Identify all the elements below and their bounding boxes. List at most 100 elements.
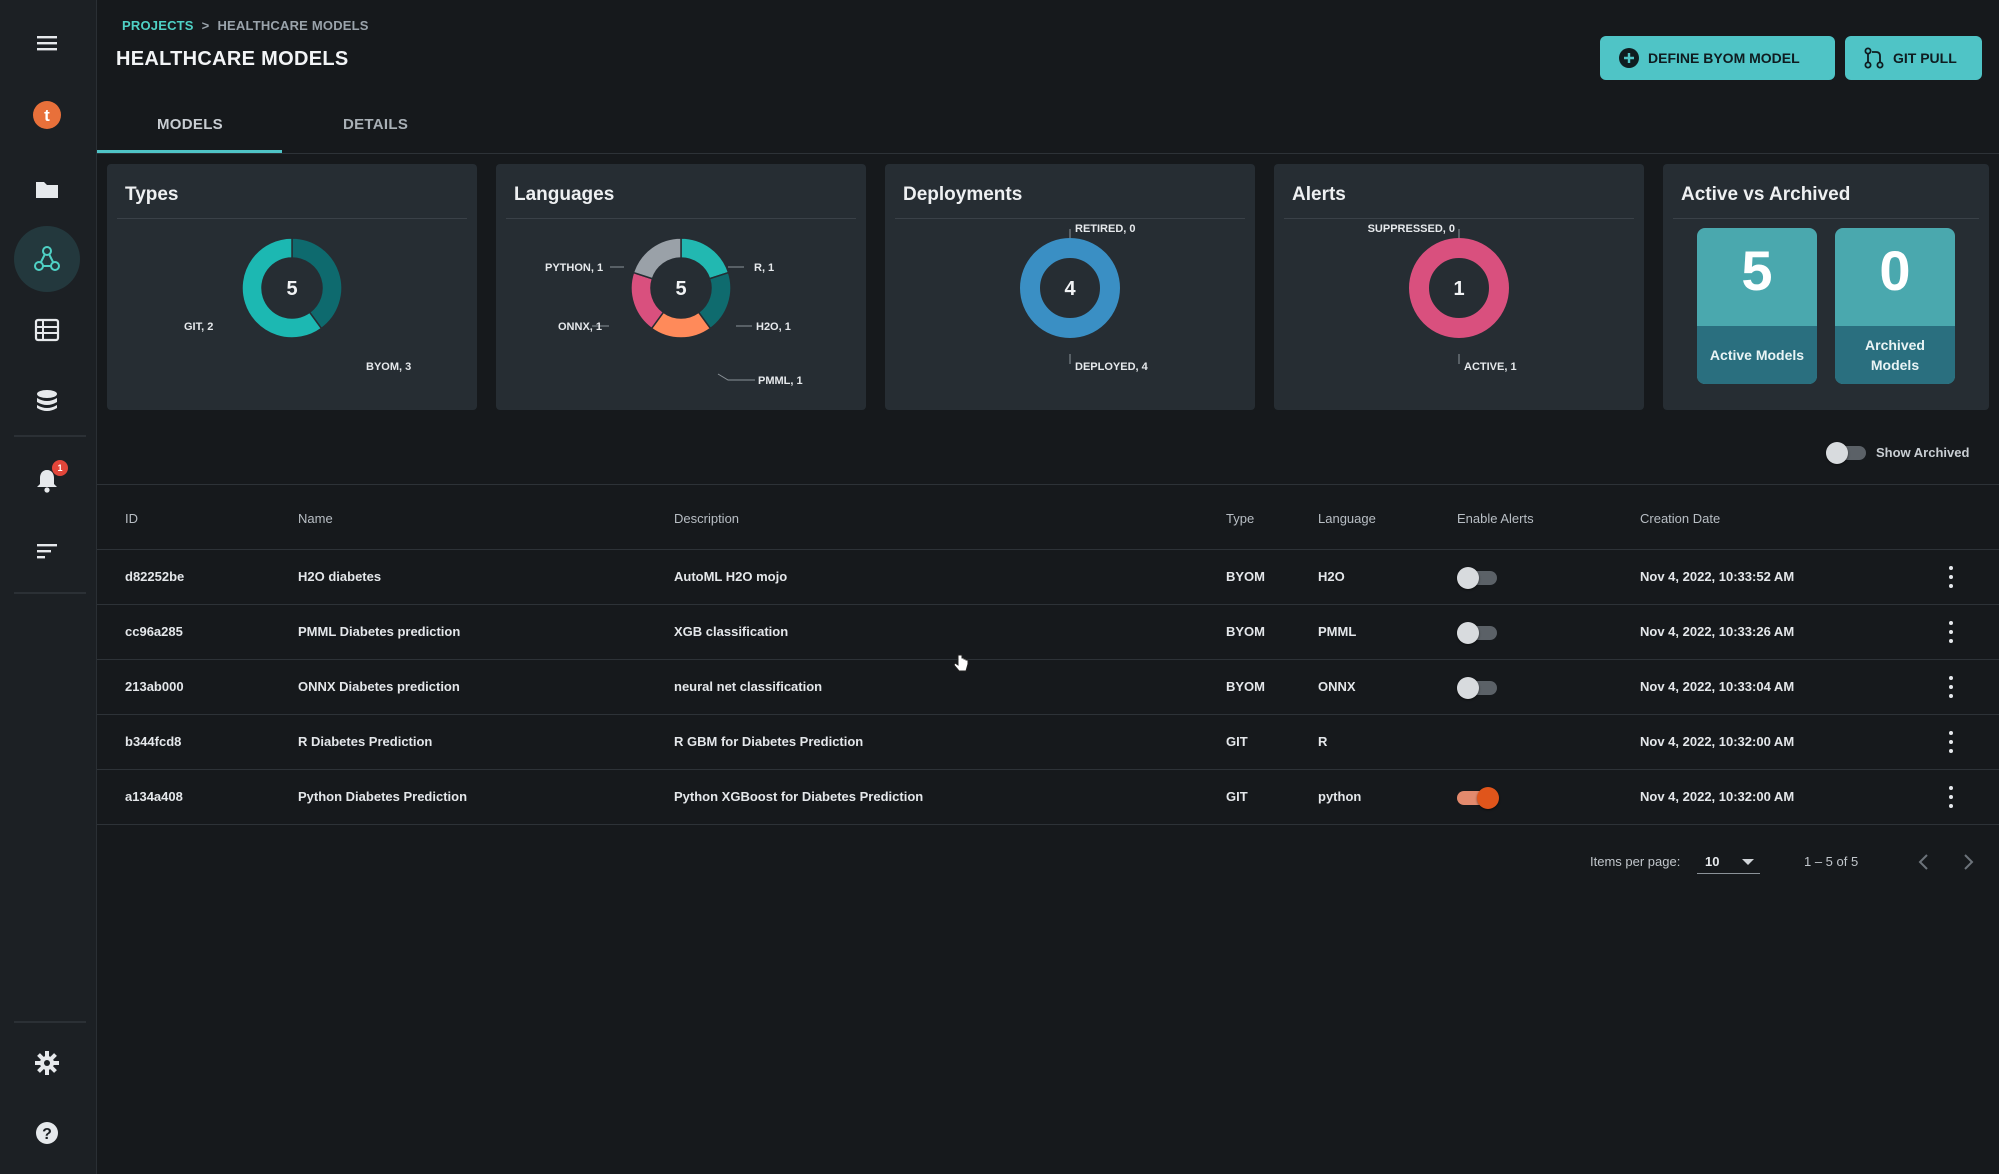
next-page-icon[interactable]	[1956, 850, 1980, 874]
enable-alerts-toggle[interactable]	[1457, 622, 1497, 644]
types-label-git: GIT, 2	[184, 321, 213, 333]
languages-card-title: Languages	[514, 184, 615, 205]
table-row[interactable]: 213ab000 ONNX Diabetes prediction neural…	[97, 660, 1999, 715]
active-models-stat[interactable]: 5 Active Models	[1697, 228, 1817, 384]
active-models-label: Active Models	[1697, 326, 1817, 384]
row-menu-icon[interactable]	[1945, 786, 1957, 808]
languages-label-onnx: ONNX, 1	[558, 321, 602, 333]
languages-label-h2o: H2O, 1	[756, 321, 791, 333]
donut-slice-byom[interactable]	[241, 237, 323, 339]
sort-icon[interactable]	[14, 518, 80, 584]
archived-models-count: 0	[1879, 239, 1911, 302]
deployments-label-retired: RETIRED, 0	[1075, 224, 1136, 235]
cell-name: R Diabetes Prediction	[298, 734, 433, 749]
cell-id: b344fcd8	[125, 734, 182, 749]
sidebar-divider	[14, 1021, 86, 1023]
table-row[interactable]: a134a408 Python Diabetes Prediction Pyth…	[97, 770, 1999, 825]
cell-type: GIT	[1226, 734, 1248, 749]
table-row[interactable]: b344fcd8 R Diabetes Prediction R GBM for…	[97, 715, 1999, 770]
database-icon[interactable]	[14, 368, 80, 434]
show-archived-label: Show Archived	[1876, 445, 1970, 460]
tab-models[interactable]: MODELS	[157, 116, 223, 133]
donut-slice-deployed[interactable]	[1020, 238, 1120, 338]
git-pull-label: GIT PULL	[1893, 50, 1957, 66]
row-menu-icon[interactable]	[1945, 566, 1957, 588]
donut-slice-git[interactable]	[291, 237, 343, 330]
bell-icon[interactable]	[14, 448, 80, 514]
models-icon[interactable]	[14, 226, 80, 292]
breadcrumb-separator: >	[201, 18, 210, 33]
header-id[interactable]: ID	[125, 511, 138, 526]
archived-models-stat[interactable]: 0 Archived Models	[1835, 228, 1955, 384]
cell-language: H2O	[1318, 569, 1345, 584]
tab-details[interactable]: DETAILS	[343, 116, 409, 133]
cell-name: H2O diabetes	[298, 569, 382, 584]
cell-creation-date: Nov 4, 2022, 10:32:00 AM	[1640, 789, 1795, 804]
donut-slice-active[interactable]	[1409, 238, 1509, 338]
card-divider	[117, 218, 467, 219]
table-row[interactable]: cc96a285 PMML Diabetes prediction XGB cl…	[97, 605, 1999, 660]
menu-icon[interactable]	[14, 10, 80, 76]
row-menu-icon[interactable]	[1945, 731, 1957, 753]
row-menu-icon[interactable]	[1945, 676, 1957, 698]
define-byom-label: DEFINE BYOM MODEL	[1648, 50, 1800, 66]
card-divider	[506, 218, 856, 219]
header-description[interactable]: Description	[674, 511, 740, 526]
row-menu-icon[interactable]	[1945, 621, 1957, 643]
header-type[interactable]: Type	[1226, 511, 1255, 526]
folder-icon[interactable]	[14, 156, 80, 222]
plus-circle-icon	[1619, 48, 1639, 68]
deployments-label-deployed: DEPLOYED, 4	[1075, 361, 1149, 373]
define-byom-model-button[interactable]: DEFINE BYOM MODEL	[1600, 36, 1835, 80]
alerts-card-title: Alerts	[1292, 184, 1346, 205]
languages-leader-lines	[592, 266, 755, 381]
mouse-cursor-icon	[952, 653, 970, 680]
git-pull-button[interactable]: GIT PULL	[1845, 36, 1982, 80]
cell-type: BYOM	[1226, 624, 1265, 639]
active-models-count: 5	[1741, 239, 1773, 302]
deployments-donut-arcs	[1020, 238, 1120, 338]
table-icon[interactable]	[14, 297, 80, 363]
cell-name: ONNX Diabetes prediction	[298, 679, 460, 694]
types-donut-arcs	[241, 237, 343, 339]
header-name[interactable]: Name	[298, 511, 333, 526]
header-creation-date[interactable]: Creation Date	[1640, 511, 1721, 526]
items-per-page-label: Items per page:	[1590, 854, 1681, 869]
alerts-card: Alerts 1 SUPPRESSED, 0 ACTIVE, 1	[1274, 164, 1644, 410]
header-language[interactable]: Language	[1318, 511, 1376, 526]
pagination: Items per page: 10 1 – 5 of 5	[1590, 850, 1990, 874]
deployments-card-title: Deployments	[903, 184, 1023, 205]
cell-id: a134a408	[125, 789, 183, 804]
help-icon[interactable]: ?	[14, 1100, 80, 1166]
breadcrumb-projects[interactable]: PROJECTS	[122, 18, 194, 33]
donut-slice-r[interactable]	[680, 237, 730, 280]
languages-label-pmml: PMML, 1	[758, 375, 803, 387]
cell-language: R	[1318, 734, 1328, 749]
svg-text:?: ?	[42, 1126, 52, 1143]
gear-icon[interactable]	[14, 1030, 80, 1096]
active-vs-archived-title: Active vs Archived	[1681, 184, 1851, 205]
languages-label-python: PYTHON, 1	[545, 262, 603, 274]
tab-bar: MODELS DETAILS	[97, 98, 1999, 154]
donut-slice-onnx[interactable]	[630, 271, 665, 330]
enable-alerts-toggle[interactable]	[1457, 787, 1499, 809]
enable-alerts-toggle[interactable]	[1457, 677, 1497, 699]
cell-creation-date: Nov 4, 2022, 10:33:26 AM	[1640, 624, 1795, 639]
cell-creation-date: Nov 4, 2022, 10:33:04 AM	[1640, 679, 1795, 694]
app-logo[interactable]: t	[14, 82, 80, 148]
breadcrumb: PROJECTS > HEALTHCARE MODELS	[122, 18, 369, 33]
active-tab-indicator	[97, 150, 282, 153]
items-per-page-select[interactable]: 10	[1697, 850, 1760, 874]
cell-type: GIT	[1226, 789, 1248, 804]
cell-creation-date: Nov 4, 2022, 10:32:00 AM	[1640, 734, 1795, 749]
cell-name: Python Diabetes Prediction	[298, 789, 468, 804]
alerts-donut-chart: 1 SUPPRESSED, 0 ACTIVE, 1	[1368, 224, 1517, 373]
previous-page-icon[interactable]	[1912, 850, 1936, 874]
deployments-donut-chart: 4 RETIRED, 0 DEPLOYED, 4	[1020, 224, 1149, 373]
header-enable-alerts[interactable]: Enable Alerts	[1457, 511, 1534, 526]
donut-slice-python[interactable]	[632, 237, 682, 280]
languages-donut-arcs	[630, 237, 732, 339]
show-archived-toggle[interactable]	[1826, 442, 1866, 464]
enable-alerts-toggle[interactable]	[1457, 567, 1497, 589]
table-row[interactable]: d82252be H2O diabetes AutoML H2O mojo BY…	[97, 550, 1999, 605]
